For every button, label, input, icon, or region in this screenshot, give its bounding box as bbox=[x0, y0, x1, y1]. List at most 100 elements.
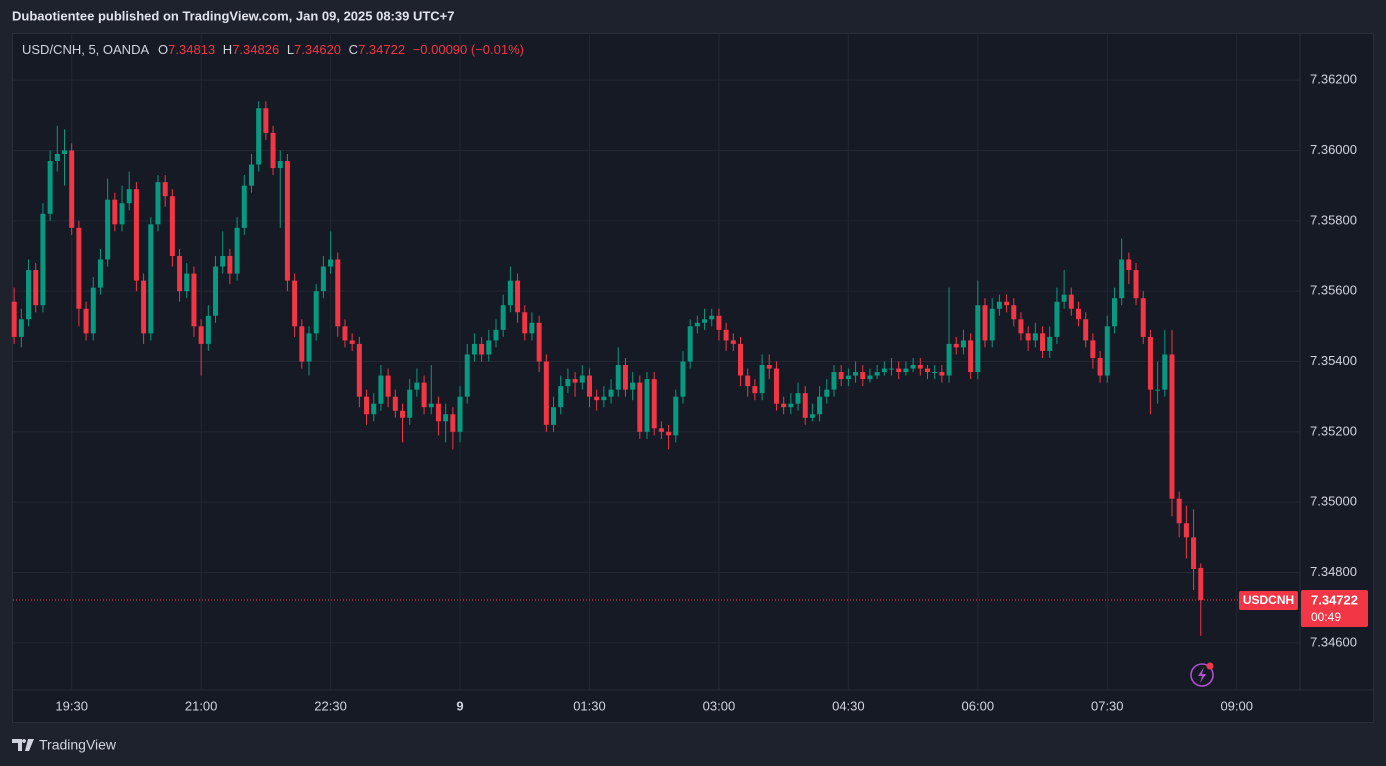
candle-body bbox=[1004, 301, 1010, 306]
x-tick-label: 06:00 bbox=[962, 698, 995, 713]
candle-body bbox=[414, 382, 420, 390]
candle-body bbox=[169, 196, 175, 256]
icon-ring bbox=[1190, 663, 1214, 687]
candle-body bbox=[421, 382, 427, 408]
candle-body bbox=[435, 403, 441, 422]
candle-body bbox=[795, 393, 801, 404]
y-tick-label: 7.34600 bbox=[1310, 634, 1357, 649]
candle-body bbox=[342, 326, 348, 341]
candle-body bbox=[1032, 333, 1038, 341]
candle-body bbox=[263, 108, 269, 133]
candle-body bbox=[666, 431, 672, 436]
x-tick-label: 07:30 bbox=[1091, 698, 1124, 713]
candle-body bbox=[529, 322, 535, 334]
candle-body bbox=[40, 213, 46, 306]
candle-body bbox=[960, 340, 966, 348]
candle-body bbox=[443, 414, 449, 422]
candle-body bbox=[284, 161, 290, 281]
candle-body bbox=[989, 308, 995, 341]
candle-body bbox=[932, 372, 938, 374]
candle-body bbox=[924, 368, 930, 373]
candle-body bbox=[809, 414, 815, 418]
candle-body bbox=[313, 291, 319, 334]
candle-body bbox=[673, 396, 679, 436]
candle-body bbox=[162, 182, 168, 197]
candle-body bbox=[141, 280, 147, 334]
candle-body bbox=[177, 255, 183, 292]
candle-body bbox=[766, 365, 772, 369]
candle-body bbox=[1140, 298, 1146, 337]
y-tick-label: 7.36200 bbox=[1310, 72, 1357, 87]
candle-body bbox=[306, 333, 312, 362]
ohlc-value: 7.34826 bbox=[232, 42, 279, 57]
candle-body bbox=[745, 375, 751, 387]
candle-body bbox=[939, 372, 945, 376]
candle-body bbox=[1076, 308, 1082, 320]
candle-body bbox=[1061, 294, 1067, 302]
candle-body bbox=[335, 259, 341, 327]
candle-body bbox=[730, 340, 736, 344]
candle-body bbox=[299, 326, 305, 362]
y-tick-label: 7.35400 bbox=[1310, 353, 1357, 368]
symbol: USD/CNH, 5, OANDA bbox=[22, 42, 149, 57]
x-tick-label: 9 bbox=[456, 698, 463, 713]
candle-body bbox=[1097, 357, 1103, 376]
candle-body bbox=[428, 403, 434, 408]
candle-body bbox=[1025, 333, 1031, 341]
candle-body bbox=[1090, 340, 1096, 358]
candle-body bbox=[874, 372, 880, 376]
candle-body bbox=[1176, 498, 1182, 524]
ohlc-value: 7.34722 bbox=[358, 42, 405, 57]
candle-body bbox=[831, 372, 837, 390]
y-tick-label: 7.35800 bbox=[1310, 212, 1357, 227]
candle-body bbox=[112, 199, 118, 225]
x-tick-label: 22:30 bbox=[314, 698, 347, 713]
candle-body bbox=[493, 329, 499, 341]
candle-body bbox=[608, 389, 614, 397]
candle-body bbox=[788, 403, 794, 408]
candle-body bbox=[644, 379, 650, 432]
candle-body bbox=[565, 379, 571, 387]
candle-body bbox=[946, 343, 952, 376]
ohlc-letter: L bbox=[287, 42, 294, 57]
candle-body bbox=[579, 375, 585, 383]
candle-body bbox=[773, 368, 779, 404]
candle-body bbox=[364, 396, 370, 415]
candle-body bbox=[191, 273, 197, 327]
replay-icon[interactable] bbox=[1190, 662, 1214, 687]
candle-body bbox=[687, 326, 693, 362]
candle-body bbox=[630, 382, 636, 390]
candle-body bbox=[515, 280, 521, 313]
candle-body bbox=[1040, 333, 1046, 351]
candle-body bbox=[522, 312, 528, 334]
candle-body bbox=[457, 396, 463, 432]
candle-body bbox=[536, 322, 542, 362]
candle-body bbox=[184, 273, 190, 292]
candle-body bbox=[328, 259, 334, 267]
footer-logo: TradingView bbox=[12, 737, 117, 753]
candle-body bbox=[680, 361, 686, 397]
candle-body bbox=[881, 368, 887, 373]
candle-body bbox=[26, 270, 32, 320]
price-tag: 7.34722 bbox=[1311, 592, 1358, 607]
candle-body bbox=[213, 266, 219, 316]
candle-body bbox=[716, 315, 722, 330]
candle-body bbox=[572, 379, 578, 383]
candle-body bbox=[594, 396, 600, 401]
candle-body bbox=[270, 132, 276, 169]
candle-body bbox=[1054, 301, 1060, 337]
candle-body bbox=[47, 161, 53, 214]
x-tick-label: 21:00 bbox=[185, 698, 218, 713]
candle-body bbox=[507, 280, 513, 306]
candle-body bbox=[709, 315, 715, 320]
candle-body bbox=[1083, 319, 1089, 341]
candle-body bbox=[378, 375, 384, 404]
candle-body bbox=[399, 410, 405, 418]
candle-body bbox=[903, 368, 909, 373]
candle-body bbox=[1191, 537, 1197, 570]
candle-body bbox=[1111, 298, 1117, 327]
candle-body bbox=[558, 386, 564, 408]
candle-body bbox=[1047, 336, 1053, 351]
candle-body bbox=[802, 393, 808, 418]
y-tick-label: 7.35000 bbox=[1310, 494, 1357, 509]
